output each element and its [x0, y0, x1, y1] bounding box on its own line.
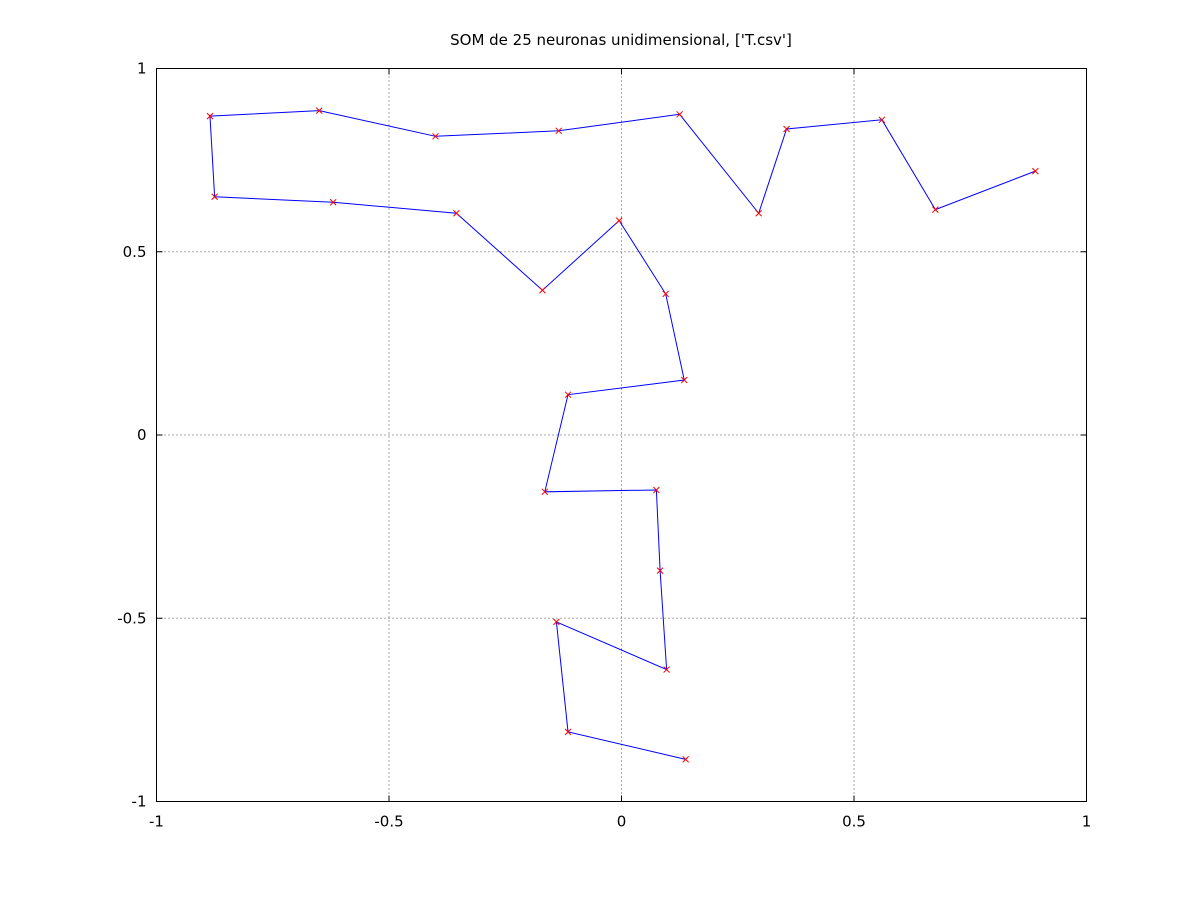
data-point: [682, 755, 690, 763]
y-tick-label: -0.5: [117, 609, 146, 627]
data-point: [878, 116, 886, 124]
data-point: [676, 110, 683, 118]
data-point: [315, 107, 323, 115]
x-tick-label: 0: [617, 813, 627, 831]
data-point: [680, 376, 688, 384]
data-point: [211, 193, 218, 201]
data-point: [329, 198, 337, 206]
data-point: [453, 209, 460, 217]
x-tick-label: 1: [1082, 813, 1092, 831]
y-tick-label: 0: [137, 426, 147, 444]
data-point: [432, 132, 439, 140]
data-point: [564, 391, 572, 399]
data-point: [656, 567, 664, 574]
data-point: [615, 217, 623, 224]
x-tick-label: -0.5: [374, 813, 403, 831]
data-point: [555, 127, 563, 135]
data-point: [663, 666, 670, 673]
data-point: [553, 618, 560, 626]
data-point: [932, 206, 939, 213]
data-point: [541, 488, 549, 496]
x-tick-label: 0.5: [842, 813, 866, 831]
data-point: [1031, 167, 1039, 175]
y-tick-labels: -1 -0.5 0 0.5 1: [117, 60, 146, 811]
x-tick-labels: -1 -0.5 0 0.5 1: [149, 813, 1091, 831]
data-point: [539, 286, 546, 294]
y-tick-label: -1: [132, 793, 147, 811]
series-line: [209, 110, 1036, 760]
data-point: [662, 290, 670, 298]
chart-title: SOM de 25 neuronas unidimensional, ['T.c…: [450, 31, 792, 49]
data-point: [755, 209, 763, 217]
y-tick-label: 0.5: [123, 243, 147, 261]
ticks: [156, 68, 1087, 802]
data-point: [783, 125, 790, 133]
series: [206, 107, 1039, 763]
grid: [156, 68, 1087, 802]
data-point: [653, 486, 660, 494]
y-tick-label: 1: [137, 60, 147, 78]
data-point: [564, 728, 572, 736]
data-point: [206, 112, 214, 120]
x-tick-label: -1: [149, 813, 164, 831]
